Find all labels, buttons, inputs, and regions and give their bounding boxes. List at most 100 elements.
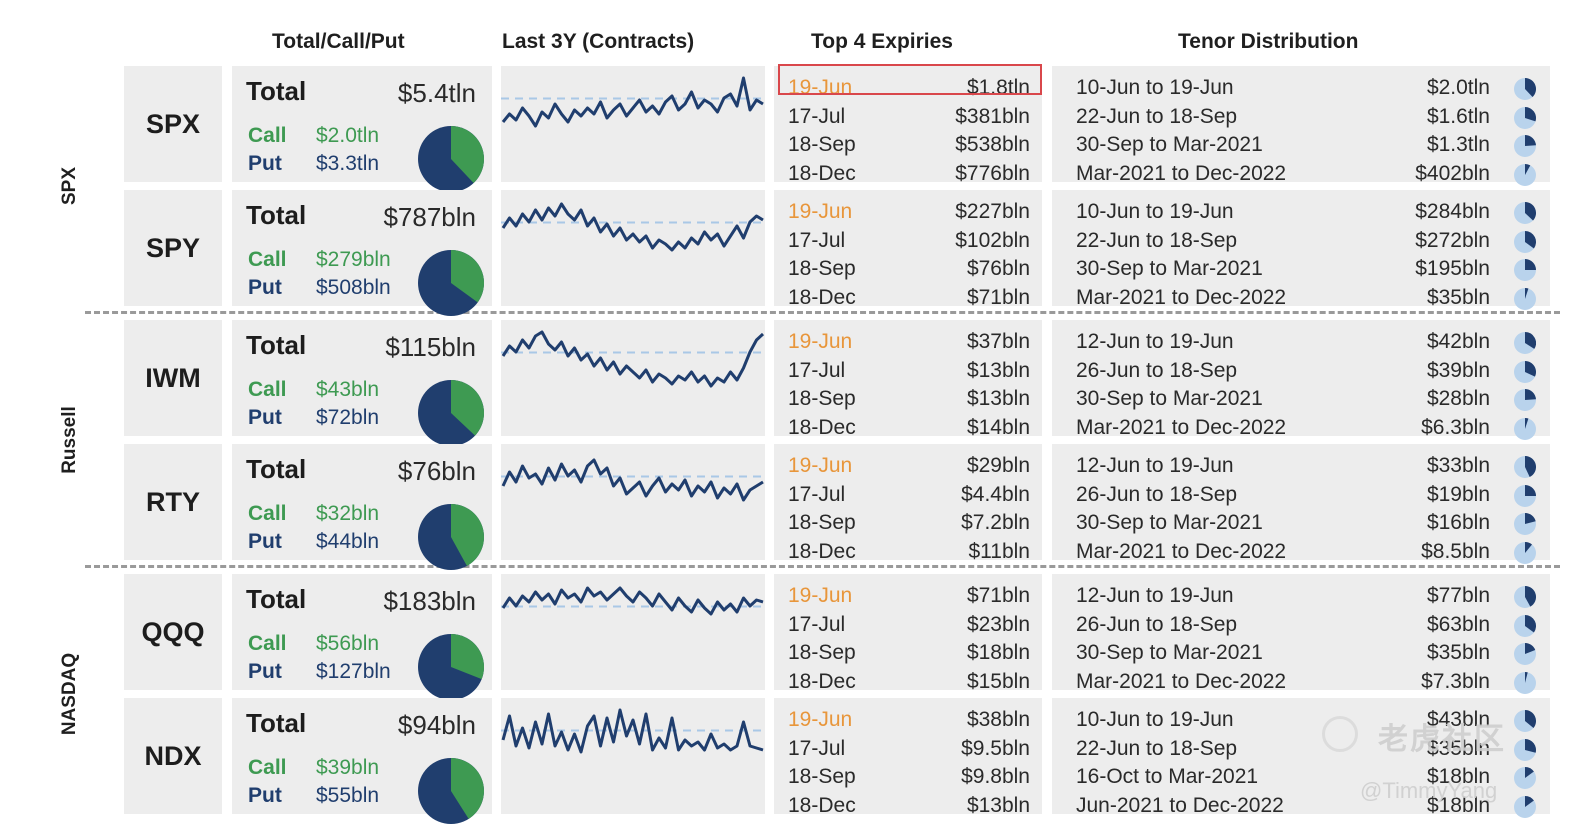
tenor-value: $8.5bln [1421, 539, 1490, 563]
top4-expiries-cell: 19-Jun $29bln 17-Jul $4.4bln 18-Sep $7.2bln 18… [774, 444, 1042, 563]
tenor-share-pie [1514, 78, 1536, 100]
expiry-line: 18-Dec $15bln [788, 670, 1030, 698]
tenor-value: $7.3bln [1421, 669, 1490, 693]
sparkline-cell [501, 574, 765, 690]
tenor-range: 12-Jun to 19-Jun [1076, 584, 1234, 607]
expiry-line: 18-Sep $13bln [788, 387, 1030, 415]
expiry-date: 18-Sep [788, 133, 856, 156]
call-put-pie [418, 126, 484, 197]
expiry-value: $29bln [966, 454, 1030, 477]
table-row: QQQ Total $183bln Call $56bln Put $127bln 19-Ju… [0, 574, 1591, 700]
tenor-range: 30-Sep to Mar-2021 [1076, 641, 1263, 664]
header-total-call-put: Total/Call/Put [272, 30, 405, 53]
tenor-value: $2.0tln [1426, 76, 1490, 99]
total-label: Total [246, 708, 307, 738]
tenor-share-pie [1514, 389, 1536, 411]
put-label: Put [248, 784, 282, 807]
ticker-cell: RTY [124, 444, 222, 560]
expiry-line: 18-Dec $776bln [788, 162, 1030, 190]
top4-expiries-cell: 19-Jun $37bln 17-Jul $13bln 18-Sep $13bln 18-D… [774, 320, 1042, 439]
tenor-line: 22-Jun to 18-Sep $35bln [1076, 737, 1544, 765]
tenor-share-pie [1514, 541, 1536, 564]
tenor-share-pie [1514, 614, 1536, 637]
total-label: Total [246, 76, 307, 106]
tenor-share-pie [1514, 230, 1536, 253]
tenor-share-pie-slice [1525, 135, 1536, 146]
expiry-line: 18-Dec $71bln [788, 286, 1030, 314]
tenor-line: 30-Sep to Mar-2021 $35bln [1076, 641, 1544, 669]
expiry-date: 17-Jul [788, 358, 846, 382]
expiry-line: 17-Jul $13bln [788, 359, 1030, 387]
tenor-share-pie [1514, 671, 1536, 694]
sparkline-chart [501, 202, 765, 252]
tenor-value: $18bln [1426, 765, 1490, 788]
tenor-line: 30-Sep to Mar-2021 $28bln [1076, 387, 1544, 415]
tenor-line: 10-Jun to 19-Jun $2.0tln [1076, 76, 1544, 104]
expiry-value: $15bln [966, 669, 1030, 693]
put-value: $72bln [316, 406, 380, 429]
tenor-share-pie [1514, 513, 1536, 535]
tenor-line: 30-Sep to Mar-2021 $195bln [1076, 257, 1544, 285]
tenor-range: 30-Sep to Mar-2021 [1076, 257, 1263, 280]
call-label: Call [248, 248, 287, 271]
watermark-logo-icon [1322, 716, 1358, 752]
expiry-value: $37bln [966, 330, 1030, 353]
put-value: $44bln [316, 530, 380, 553]
tenor-share-pie-slice [1525, 710, 1536, 729]
call-put-pie-chart-slice [451, 758, 484, 819]
expiry-date: 19-Jun [788, 200, 853, 223]
top4-expiries-cell: 19-Jun $38bln 17-Jul $9.5bln 18-Sep $9.8bln 18… [774, 698, 1042, 817]
tenor-share-pie-slice [1525, 484, 1536, 496]
expiry-line: 18-Dec $11bln [788, 540, 1030, 568]
tenor-share-pie-slice [1525, 287, 1529, 299]
tenor-range: Mar-2021 to Dec-2022 [1076, 415, 1287, 439]
put-value: $127bln [316, 660, 391, 683]
tenor-share-pie [1514, 738, 1536, 761]
sparkline-cell [501, 66, 765, 182]
total-label: Total [246, 454, 307, 484]
tenor-share-pie [1514, 767, 1536, 789]
tenor-range: 10-Jun to 19-Jun [1076, 76, 1234, 99]
total-value: $787bln [383, 202, 476, 232]
call-value: $43bln [316, 378, 380, 401]
total-call-put-cell: Total $5.4tln Call $2.0tln Put $3.3tln [232, 66, 492, 192]
table-row: NDX Total $94bln Call $39bln Put $55bln 19-Jun $… [0, 698, 1591, 824]
expiry-value: $102bln [955, 228, 1030, 252]
tenor-value: $33bln [1426, 454, 1490, 477]
tenor-share-pie-slice [1525, 671, 1528, 683]
tenor-line: 26-Jun to 18-Sep $39bln [1076, 359, 1544, 387]
tenor-range: Mar-2021 to Dec-2022 [1076, 285, 1287, 309]
group-divider [85, 311, 1560, 314]
expiry-line: 18-Dec $13bln [788, 794, 1030, 822]
call-put-pie-chart [418, 504, 484, 570]
tenor-line: Mar-2021 to Dec-2022 $6.3bln [1076, 416, 1544, 444]
sparkline-series [501, 330, 765, 388]
tenor-range: 10-Jun to 19-Jun [1076, 708, 1234, 731]
ticker-cell: SPX [124, 66, 222, 182]
expiry-value: $71bln [966, 285, 1030, 309]
call-put-pie-chart [418, 634, 484, 700]
call-label: Call [248, 378, 287, 401]
tenor-share-pie-slice [1525, 389, 1536, 400]
tenor-range: 22-Jun to 18-Sep [1076, 228, 1238, 252]
tenor-line: 26-Jun to 18-Sep $19bln [1076, 483, 1544, 511]
tenor-value: $63bln [1426, 612, 1490, 636]
put-value: $508bln [316, 276, 391, 299]
put-label: Put [248, 152, 282, 175]
tenor-share-pie [1514, 586, 1536, 608]
total-label: Total [246, 584, 307, 614]
tenor-line: 22-Jun to 18-Sep $1.6tln [1076, 105, 1544, 133]
tenor-value: $35bln [1426, 641, 1490, 664]
tenor-share-pie-slice [1525, 767, 1534, 778]
expiry-line: 17-Jul $23bln [788, 613, 1030, 641]
expiry-value: $38bln [966, 708, 1030, 731]
tenor-line: 10-Jun to 19-Jun $43bln [1076, 708, 1544, 736]
tenor-value: $43bln [1426, 708, 1490, 731]
expiry-value: $227bln [955, 200, 1030, 223]
call-value: $2.0tln [316, 124, 380, 147]
expiry-date: 17-Jul [788, 736, 846, 760]
call-put-pie-chart-slice [451, 504, 484, 566]
tenor-value: $42bln [1426, 330, 1490, 353]
table-row: RTY Total $76bln Call $32bln Put $44bln 19-Jun $… [0, 444, 1591, 570]
tenor-share-pie [1514, 259, 1536, 281]
